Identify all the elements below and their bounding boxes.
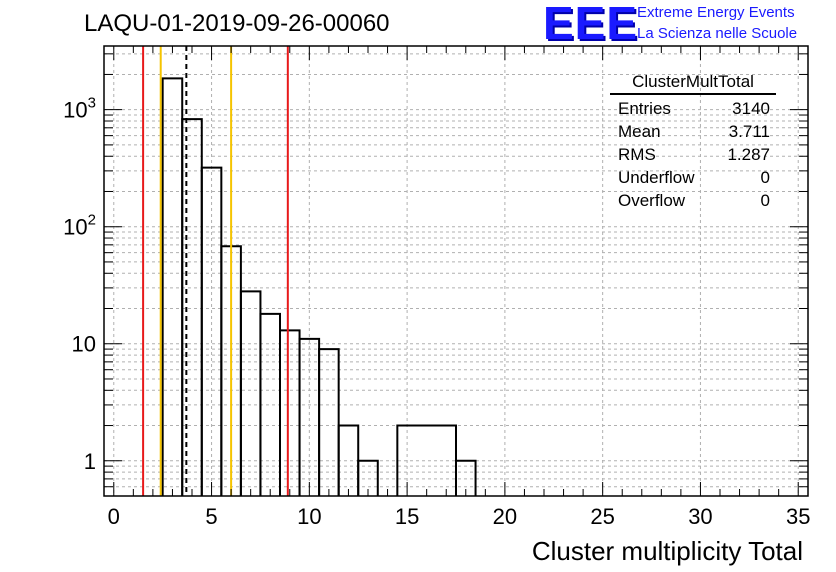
stats-value: 1.287 bbox=[727, 145, 770, 164]
chart-title: LAQU-01-2019-09-26-00060 bbox=[84, 10, 390, 37]
histogram-bin bbox=[357, 459, 379, 496]
y-axis-ticks: 1 10 102 103 bbox=[63, 53, 808, 497]
grid-lines bbox=[104, 46, 808, 497]
logo-line-1: Extreme Energy Events bbox=[637, 4, 795, 21]
stats-row: Overflow 0 bbox=[610, 189, 776, 212]
y-tick-label: 103 bbox=[63, 95, 96, 123]
histogram-bin bbox=[161, 77, 184, 496]
x-tick-label: 25 bbox=[590, 504, 614, 529]
stats-label: Underflow bbox=[618, 168, 695, 187]
y-tick-label: 10 bbox=[72, 332, 96, 357]
stats-row: RMS 1.287 bbox=[610, 143, 776, 166]
stats-row: Underflow 0 bbox=[610, 166, 776, 189]
histogram-bin bbox=[455, 459, 477, 496]
x-axis-ticks: 0 5 10 15 20 25 30 35 bbox=[108, 46, 810, 529]
x-axis-label: Cluster multiplicity Total bbox=[532, 536, 803, 566]
stats-row: Mean 3.711 bbox=[610, 120, 776, 143]
stats-label: Entries bbox=[618, 99, 671, 118]
x-tick-label: 5 bbox=[205, 504, 217, 529]
histogram-bin bbox=[239, 290, 262, 496]
histogram-bin bbox=[259, 312, 281, 496]
stats-rows: Entries 3140 Mean 3.711 RMS 1.287 Underflow 0 Ov… bbox=[610, 97, 776, 212]
stats-value: 0 bbox=[760, 168, 770, 187]
y-tick-label: 102 bbox=[63, 212, 96, 240]
histogram-bin bbox=[181, 118, 203, 496]
eee-logo: EEE bbox=[543, 0, 639, 49]
stats-row: Entries 3140 bbox=[610, 97, 776, 120]
x-tick-label: 10 bbox=[297, 504, 321, 529]
stats-value: 0 bbox=[760, 191, 770, 210]
stats-label: RMS bbox=[618, 145, 656, 164]
logo-line-2: La Scienza nelle Scuole bbox=[637, 25, 798, 42]
eee-logo-text: Extreme Energy Events La Scienza nelle S… bbox=[637, 2, 797, 44]
stats-box: ClusterMultTotal Entries 3140 Mean 3.711 RMS… bbox=[610, 72, 776, 212]
plot-border bbox=[103, 45, 809, 497]
histogram-series bbox=[161, 77, 477, 496]
stats-label: Overflow bbox=[618, 191, 686, 210]
stats-title: ClusterMultTotal bbox=[610, 72, 776, 95]
stats-value: 3.711 bbox=[728, 122, 770, 141]
histogram-bin bbox=[337, 424, 360, 496]
histogram-bin bbox=[318, 348, 340, 496]
x-tick-label: 35 bbox=[786, 504, 810, 529]
stats-value: 3140 bbox=[732, 99, 770, 118]
x-tick-label: 0 bbox=[108, 504, 120, 529]
y-tick-label: 1 bbox=[84, 449, 96, 474]
x-tick-label: 30 bbox=[688, 504, 712, 529]
x-tick-label: 20 bbox=[493, 504, 517, 529]
stats-label: Mean bbox=[618, 122, 661, 141]
x-tick-label: 15 bbox=[395, 504, 419, 529]
reference-lines bbox=[142, 46, 289, 496]
plot-frame bbox=[103, 45, 809, 497]
